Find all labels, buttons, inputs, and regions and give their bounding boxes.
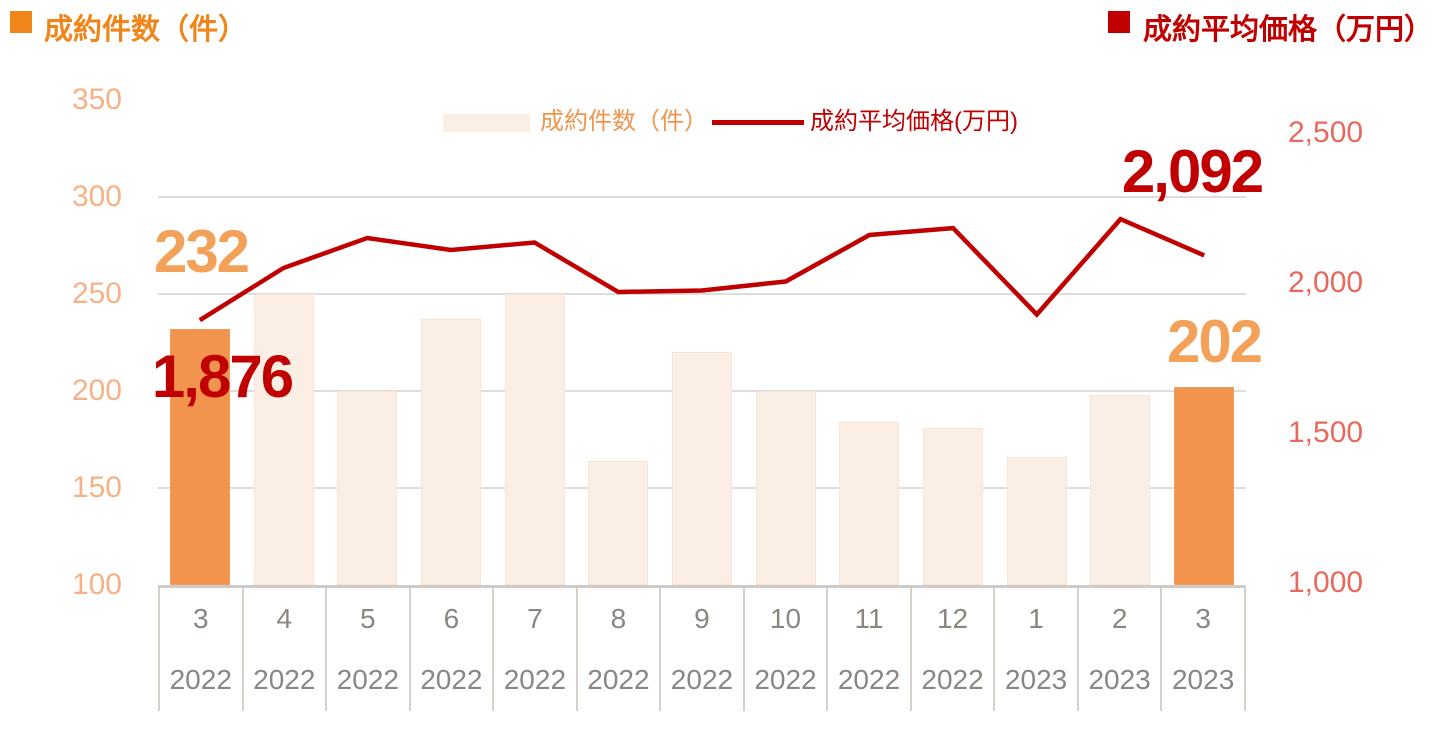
price-line [198,216,1206,323]
bar-2022-10 [755,391,816,585]
bar-2023-3 [1174,387,1235,585]
month-label: 3 [192,602,209,634]
left-tick-150: 150 [71,471,122,504]
month-label: 1 [1028,602,1044,634]
bar-2023-2 [1090,394,1151,585]
bar-2022-8 [588,460,649,585]
month-label: 11 [854,602,884,634]
x-axis-cell-2022-11: 11 2022 [826,588,910,711]
bar-2022-7 [504,294,565,585]
x-axis-cell-2022-8: 8 2022 [575,588,660,711]
right-tick-1000: 1,000 [1288,566,1364,599]
x-axis-cell-2023-2: 2 2023 [1076,588,1161,711]
last-bar-data-label: 202 [1166,308,1263,375]
bar-2022-5 [337,391,398,585]
year-label: 2022 [670,664,734,696]
month-label: 10 [769,602,802,634]
month-label: 9 [694,602,710,634]
x-axis-table: 3 2022 4 2022 5 2022 6 2022 7 2022 8 2022 9 2022 10 202… [158,585,1246,711]
right-tick-2000: 2,000 [1288,266,1364,299]
x-axis-cell-2022-7: 7 2022 [492,588,576,711]
left-axis-title: 成約件数（件） [44,14,248,46]
right-tick-2500: 2,500 [1288,116,1364,149]
left-title-square-icon [10,11,32,33]
legend-line-label: 成約平均価格(万円) [810,108,1018,135]
last-line-data-label: 2,092 [1121,138,1264,205]
year-label: 2023 [1088,664,1151,696]
bar-2022-11 [839,422,900,585]
month-label: 12 [936,602,969,634]
month-label: 4 [276,602,293,634]
year-label: 2022 [253,664,316,696]
left-tick-250: 250 [71,277,122,310]
year-label: 2023 [1004,664,1068,696]
x-axis-cell-2022-12: 12 2022 [909,588,994,711]
year-label: 2022 [587,664,650,696]
first-bar-data-label: 232 [153,218,250,285]
year-label: 2022 [420,664,483,696]
legend-bar-label: 成約件数（件） [540,108,708,135]
left-tick-350: 350 [71,83,122,116]
bar-2022-3 [169,328,230,585]
bar-2022-12 [923,427,984,585]
year-label: 2022 [503,664,567,696]
x-axis-cell-2022-5: 5 2022 [325,588,409,711]
bar-2022-9 [672,352,732,585]
legend-bar-swatch [443,114,530,132]
year-label: 2022 [837,664,901,696]
year-label: 2022 [169,664,232,696]
right-tick-1500: 1,500 [1288,416,1364,449]
month-label: 2 [1111,602,1128,634]
month-label: 8 [610,602,627,634]
year-label: 2022 [921,664,984,696]
year-label: 2022 [754,664,817,696]
first-line-data-label: 1,876 [151,343,294,410]
x-axis-cell-2023-3: 3 2023 [1160,588,1246,711]
legend-line-swatch [712,120,804,125]
left-tick-100: 100 [71,568,122,601]
month-label: 6 [443,602,460,634]
right-title-square-icon [1108,11,1130,33]
year-label: 2023 [1171,664,1235,696]
x-axis-cell-2023-1: 1 2023 [993,588,1077,711]
left-tick-300: 300 [71,180,122,213]
year-label: 2022 [336,664,399,696]
x-axis-cell-2022-4: 4 2022 [241,588,326,711]
gridline-300 [158,196,1246,198]
month-label: 5 [360,602,376,634]
bar-2022-6 [420,319,481,585]
gridline-250 [158,293,1246,295]
x-axis-cell-2022-9: 9 2022 [659,588,743,711]
bar-2022-4 [253,294,314,585]
month-label: 7 [527,602,543,634]
bar-2023-1 [1006,456,1067,585]
right-axis-title: 成約平均価格（万円） [1143,14,1434,46]
x-axis-cell-2022-10: 10 2022 [742,588,827,711]
x-axis-cell-2022-6: 6 2022 [408,588,493,711]
x-axis-cell-2022-3: 3 2022 [158,588,242,711]
left-tick-200: 200 [71,374,122,407]
month-label: 3 [1195,602,1211,634]
